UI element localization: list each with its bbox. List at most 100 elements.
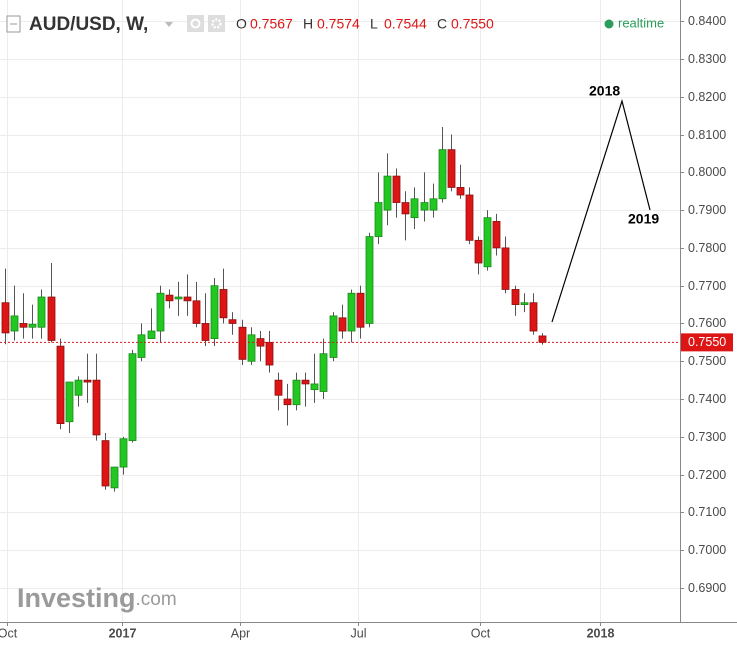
- annotation: 2019: [628, 211, 659, 227]
- candle-body: [338, 317, 347, 332]
- candle-body: [10, 315, 19, 332]
- candle-body: [83, 379, 92, 383]
- candle-body: [47, 296, 56, 341]
- candle-body: [19, 323, 28, 328]
- candle-body: [74, 379, 83, 396]
- x-tick-label: Apr: [231, 626, 250, 640]
- candles: [1, 126, 547, 492]
- y-tick-label: 0.7700: [688, 279, 726, 293]
- candle-body: [128, 353, 137, 442]
- candle-body: [274, 379, 283, 396]
- candle-body: [501, 247, 510, 290]
- ohlc-label: H: [303, 16, 313, 32]
- realtime-dot: [604, 19, 614, 29]
- candle-body: [310, 383, 319, 391]
- candle-body: [137, 334, 146, 358]
- y-tick-label: 0.7100: [688, 505, 726, 519]
- settings-icon[interactable]: [208, 15, 225, 32]
- candle-body: [474, 239, 483, 264]
- dropdown-icon[interactable]: [165, 22, 173, 27]
- candle-body: [483, 217, 492, 268]
- candle-body: [174, 296, 183, 300]
- candle-body: [401, 202, 410, 215]
- candle-body: [329, 315, 338, 358]
- candle-body: [292, 379, 301, 406]
- candle-body: [28, 323, 37, 328]
- y-tick-label: 0.8000: [688, 165, 726, 179]
- ohlc-label: C: [437, 16, 447, 32]
- y-tick-label: 0.7900: [688, 203, 726, 217]
- y-tick-label: 0.8400: [688, 14, 726, 28]
- x-tick-label: 2018: [587, 626, 615, 640]
- annotation-lines: [551, 98, 651, 323]
- eye-icon-glyph: [190, 18, 201, 29]
- realtime-status: realtime: [618, 15, 664, 30]
- candle-body: [392, 175, 401, 203]
- candle-body: [110, 466, 119, 489]
- x-tick-label: Oct: [471, 626, 491, 640]
- candle-body: [429, 198, 438, 211]
- y-tick-label: 0.7300: [688, 430, 726, 444]
- candle-body: [265, 341, 274, 366]
- candle-body: [511, 289, 520, 305]
- candle-body: [101, 440, 110, 487]
- candle-body: [210, 285, 219, 339]
- candle-body: [492, 221, 501, 249]
- candle-body: [56, 345, 65, 425]
- y-tick-label: 0.7000: [688, 543, 726, 557]
- settings-icon-glyph: [211, 18, 222, 29]
- ohlc-label: O: [236, 16, 247, 32]
- candle-body: [37, 296, 46, 328]
- x-tick-label: Oct: [0, 626, 18, 640]
- candle-body: [192, 300, 201, 324]
- ohlc-header: O 0.7567 H 0.7574 L 0.7544 C 0.7550: [236, 16, 494, 32]
- candle-body: [92, 379, 101, 436]
- ohlc-value: 0.7544: [384, 16, 427, 32]
- candle-body: [347, 292, 356, 332]
- y-tick-label: 0.6900: [688, 581, 726, 595]
- candle-body: [201, 323, 210, 341]
- candle-body: [465, 194, 474, 241]
- ohlc-value: 0.7567: [250, 16, 293, 32]
- y-tick-label: 0.8300: [688, 52, 726, 66]
- ohlc-value: 0.7550: [451, 16, 494, 32]
- y-tick-label: 0.7200: [688, 468, 726, 482]
- ohlc-value: 0.7574: [317, 16, 360, 32]
- y-tick-label: 0.7500: [688, 354, 726, 368]
- candle-body: [420, 202, 429, 211]
- last-price-box: [681, 333, 733, 352]
- y-tick-label: 0.8200: [688, 90, 726, 104]
- watermark-brand: Investing: [17, 583, 136, 613]
- chart-title: AUD/USD, W,: [29, 14, 148, 35]
- eye-icon[interactable]: [187, 15, 204, 32]
- candle-body: [356, 292, 365, 328]
- candle-body: [456, 187, 465, 196]
- candle-body: [147, 330, 156, 339]
- candle-body: [538, 335, 547, 343]
- candle-body: [438, 149, 447, 200]
- candle-body: [383, 175, 392, 211]
- candle-body: [165, 294, 174, 302]
- y-tick-label: 0.7800: [688, 241, 726, 255]
- candle-body: [374, 202, 383, 237]
- candle-body: [119, 438, 128, 468]
- ohlc-label: L: [370, 16, 378, 32]
- candle-body: [183, 296, 192, 302]
- y-tick-label: 0.8100: [688, 128, 726, 142]
- candle-body: [447, 149, 456, 188]
- candle-body: [238, 326, 247, 360]
- candle-body: [1, 302, 10, 334]
- annotation: 2018: [589, 83, 620, 99]
- last-price-label: 0.7550: [688, 335, 726, 349]
- candle-body: [319, 353, 328, 392]
- candle-body: [301, 379, 310, 385]
- candle-body: [283, 398, 292, 406]
- candle-body: [410, 198, 419, 219]
- candle-body: [365, 236, 374, 324]
- x-tick-label: 2017: [109, 626, 137, 640]
- candle-body: [228, 319, 237, 324]
- y-tick-label: 0.7600: [688, 316, 726, 330]
- watermark: Investing.com: [17, 583, 177, 613]
